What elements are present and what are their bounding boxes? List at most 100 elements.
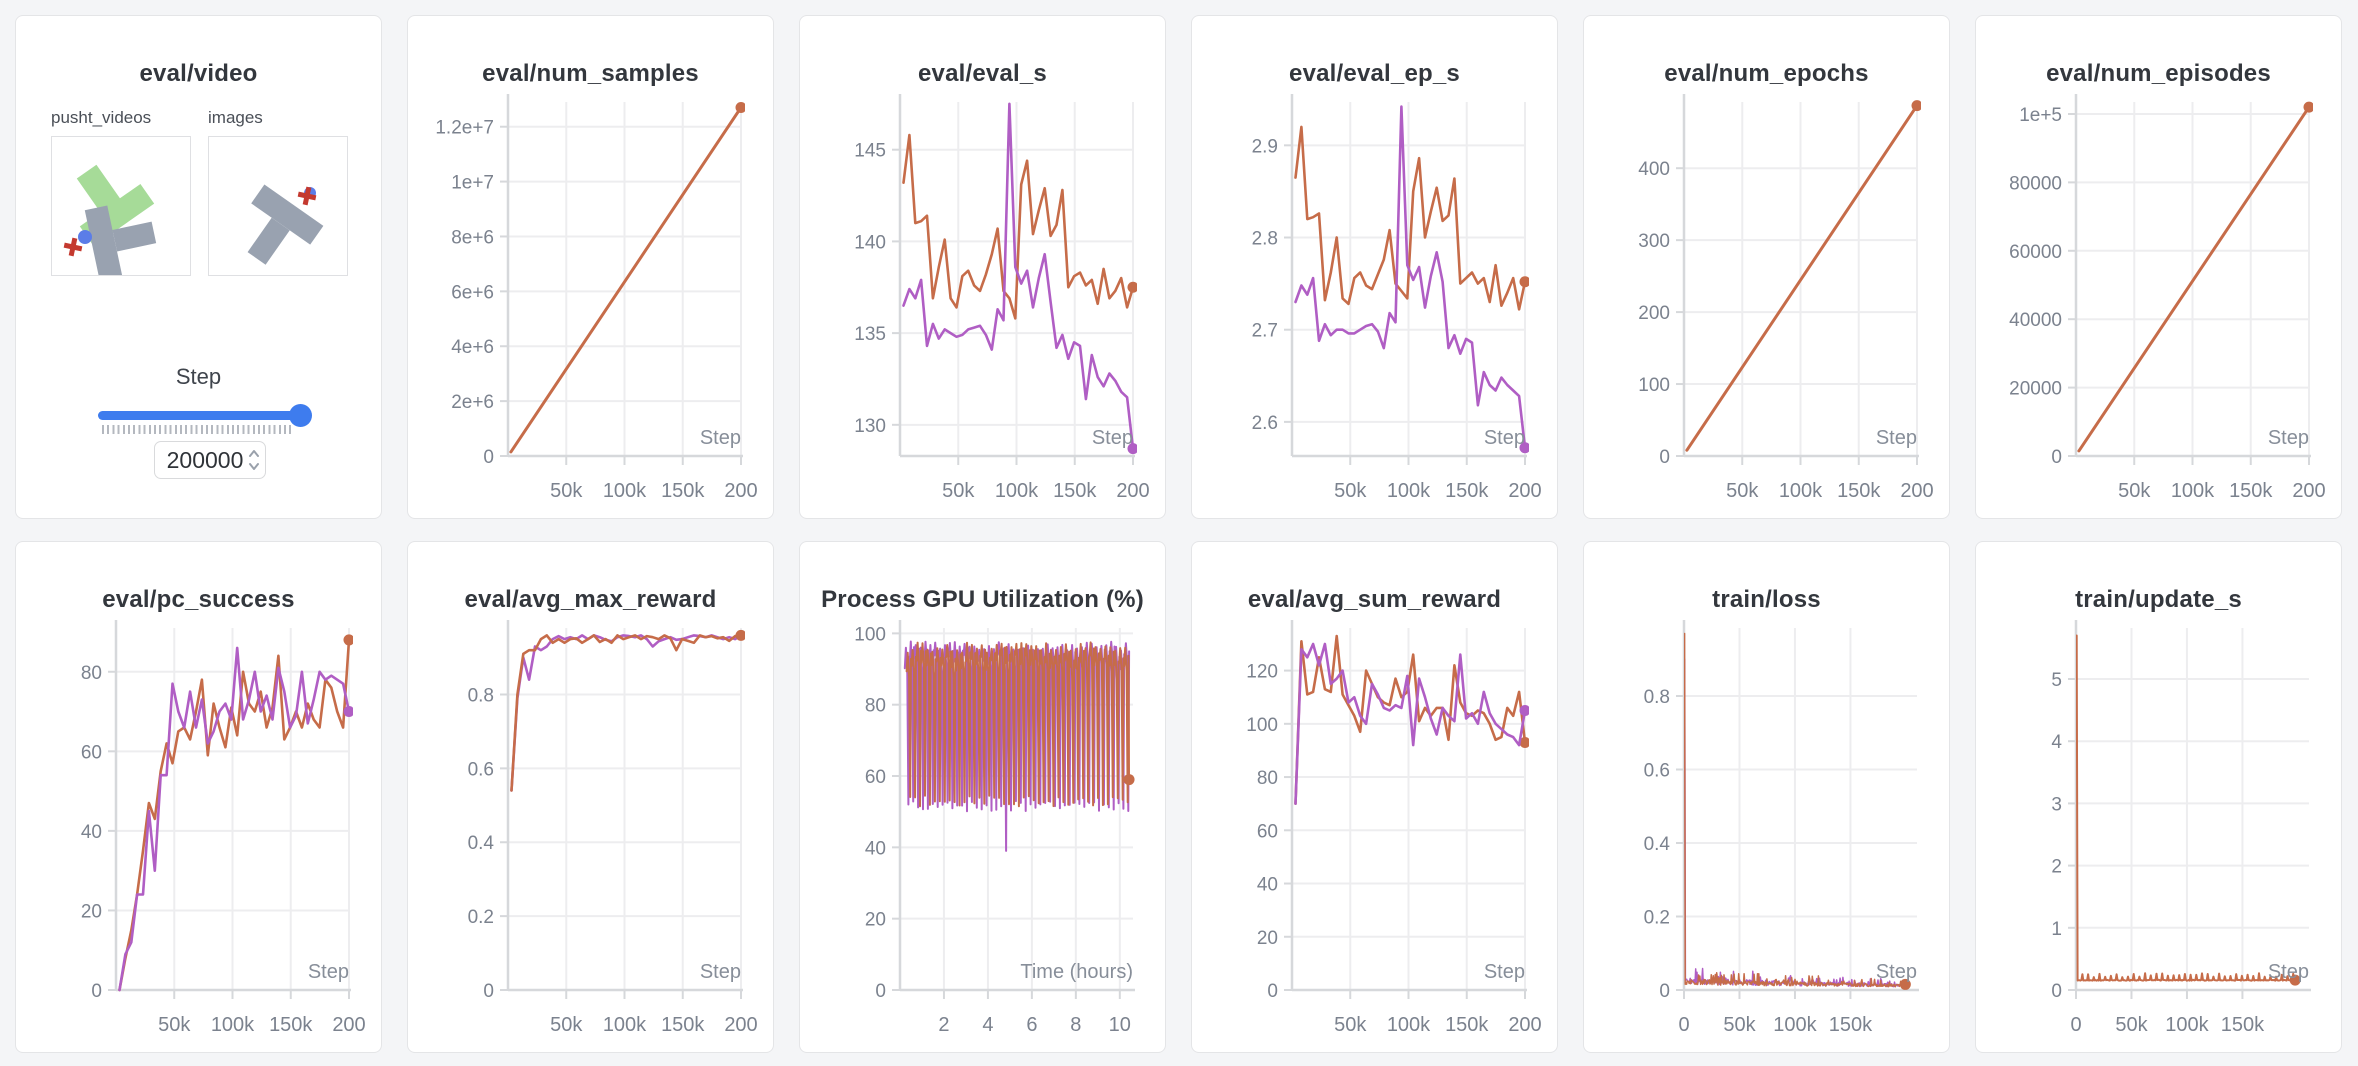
svg-text:200: 200 <box>724 1014 757 1036</box>
svg-text:140: 140 <box>854 232 886 253</box>
images-thumbnail[interactable] <box>208 136 348 276</box>
step-slider-track[interactable] <box>98 411 304 420</box>
chart-title: train/loss <box>1712 586 1821 613</box>
svg-text:20: 20 <box>1257 928 1278 949</box>
svg-text:8e+6: 8e+6 <box>451 227 494 248</box>
svg-text:Step: Step <box>1484 961 1525 983</box>
chart-title: eval/pc_success <box>102 586 295 613</box>
panel-eval-avg-max-reward: eval/avg_max_reward 0 0.2 0.4 0.6 0.8 50k 100k… <box>407 541 774 1053</box>
stepper-arrows-icon[interactable] <box>247 446 261 474</box>
svg-text:2: 2 <box>2051 857 2062 878</box>
step-slider[interactable] <box>98 404 312 443</box>
svg-text:40: 40 <box>81 822 102 843</box>
chart-title: Process GPU Utilization (%) <box>821 586 1144 613</box>
step-slider-ticks <box>102 425 294 434</box>
svg-text:200: 200 <box>724 480 757 502</box>
svg-text:5: 5 <box>2051 670 2062 691</box>
svg-text:0.8: 0.8 <box>1644 687 1670 708</box>
chart-eval-pc-success[interactable]: 0 20 40 60 80 50k 100k 150k 200 Step <box>16 542 381 1052</box>
svg-text:0: 0 <box>483 981 494 1002</box>
svg-text:100k: 100k <box>603 480 647 502</box>
panel-train-update-s: train/update_s 0 1 2 3 4 5 0 50k 100k 150k Step <box>1975 541 2342 1053</box>
svg-text:2: 2 <box>938 1014 949 1036</box>
svg-text:40000: 40000 <box>2009 310 2062 331</box>
svg-text:0: 0 <box>1659 981 1670 1002</box>
svg-text:0: 0 <box>483 447 494 468</box>
panel-eval-eval-s: eval/eval_s 130 135 140 145 50k 100k 150k 200 St… <box>799 15 1166 519</box>
svg-text:200: 200 <box>1508 1014 1541 1036</box>
step-value-input[interactable] <box>163 444 247 476</box>
svg-text:Step: Step <box>700 427 741 449</box>
svg-text:Step: Step <box>1092 427 1133 449</box>
chart-eval-num-epochs[interactable]: 0 100 200 300 400 50k 100k 150k 200 Step <box>1584 16 1949 518</box>
svg-text:6: 6 <box>1026 1014 1037 1036</box>
chart-gpu-utilization[interactable]: 0 20 40 60 80 100 2 4 6 8 10 Time (hours) <box>800 542 1165 1052</box>
svg-text:400: 400 <box>1638 159 1670 180</box>
svg-text:0: 0 <box>1659 447 1670 468</box>
svg-text:4: 4 <box>982 1014 993 1036</box>
chart-train-update-s[interactable]: 0 1 2 3 4 5 0 50k 100k 150k Step <box>1976 542 2341 1052</box>
block-t-shape <box>84 205 157 281</box>
chart-eval-avg-max-reward[interactable]: 0 0.2 0.4 0.6 0.8 50k 100k 150k 200 Step <box>408 542 773 1052</box>
chart-eval-eval-s[interactable]: 130 135 140 145 50k 100k 150k 200 Step <box>800 16 1165 518</box>
svg-text:200: 200 <box>332 1014 365 1036</box>
svg-text:1e+7: 1e+7 <box>451 173 494 194</box>
svg-text:10: 10 <box>1109 1014 1131 1036</box>
svg-text:1: 1 <box>2051 919 2062 940</box>
svg-text:20: 20 <box>81 901 102 922</box>
video-panel-title: eval/video <box>139 60 258 87</box>
goal-cross <box>297 186 317 206</box>
svg-text:2.9: 2.9 <box>1252 136 1278 157</box>
svg-text:Step: Step <box>2268 427 2309 449</box>
chart-title: eval/num_samples <box>482 60 699 87</box>
svg-text:0: 0 <box>2051 981 2062 1002</box>
svg-text:4e+6: 4e+6 <box>451 337 494 358</box>
chart-eval-eval-ep-s[interactable]: 2.6 2.7 2.8 2.9 50k 100k 150k 200 Step <box>1192 16 1557 518</box>
panel-gpu-utilization: Process GPU Utilization (%) 0 20 40 60 80 100… <box>799 541 1166 1053</box>
chart-train-loss[interactable]: 0 0.2 0.4 0.6 0.8 0 50k 100k 150k Step <box>1584 542 1949 1052</box>
svg-text:6e+6: 6e+6 <box>451 282 494 303</box>
svg-text:100k: 100k <box>2171 480 2215 502</box>
chart-title: eval/eval_s <box>918 60 1047 87</box>
chart-title: eval/num_episodes <box>2046 60 2271 87</box>
panel-eval-avg-sum-reward: eval/avg_sum_reward 0 20 40 60 80 100 120 50k 10… <box>1191 541 1558 1053</box>
svg-text:100: 100 <box>1246 715 1278 736</box>
svg-text:0.4: 0.4 <box>1644 834 1671 855</box>
chart-eval-num-samples[interactable]: 0 2e+6 4e+6 6e+6 8e+6 1e+7 1.2e+7 50k 100k 150k 20… <box>408 16 773 518</box>
svg-text:50k: 50k <box>1334 1014 1367 1036</box>
chart-eval-num-episodes[interactable]: 0 20000 40000 60000 80000 1e+5 50k 100k 150k 200 S… <box>1976 16 2341 518</box>
chart-eval-avg-sum-reward[interactable]: 0 20 40 60 80 100 120 50k 100k 150k 200 Step <box>1192 542 1557 1052</box>
svg-text:150k: 150k <box>2229 480 2273 502</box>
pusht-videos-label: pusht_videos <box>51 108 152 127</box>
svg-text:50k: 50k <box>158 1014 191 1036</box>
svg-text:Step: Step <box>1876 427 1917 449</box>
svg-text:100k: 100k <box>211 1014 255 1036</box>
svg-text:40: 40 <box>1257 875 1278 896</box>
svg-text:Step: Step <box>700 961 741 983</box>
svg-text:20: 20 <box>865 910 886 931</box>
agent-dot <box>78 230 92 244</box>
svg-text:100k: 100k <box>1387 1014 1431 1036</box>
svg-text:150k: 150k <box>661 1014 705 1036</box>
svg-text:0.2: 0.2 <box>1644 907 1670 928</box>
svg-text:0: 0 <box>875 981 886 1002</box>
svg-text:0: 0 <box>1267 981 1278 1002</box>
pusht-video-thumbnail[interactable] <box>51 136 191 281</box>
svg-text:1e+5: 1e+5 <box>2019 105 2062 126</box>
svg-text:8: 8 <box>1070 1014 1081 1036</box>
svg-text:80000: 80000 <box>2009 173 2062 194</box>
svg-text:2e+6: 2e+6 <box>451 392 494 413</box>
svg-text:130: 130 <box>854 416 886 437</box>
svg-text:200: 200 <box>1638 303 1670 324</box>
svg-text:50k: 50k <box>2118 480 2151 502</box>
svg-text:200: 200 <box>1116 480 1149 502</box>
svg-text:150k: 150k <box>1053 480 1097 502</box>
svg-text:0.4: 0.4 <box>468 833 495 854</box>
chart-title: eval/avg_max_reward <box>464 586 717 613</box>
step-slider-thumb[interactable] <box>289 404 312 427</box>
svg-text:100: 100 <box>854 624 886 645</box>
svg-text:100k: 100k <box>995 480 1039 502</box>
svg-text:200: 200 <box>1900 480 1933 502</box>
svg-text:150k: 150k <box>1445 1014 1489 1036</box>
svg-text:2.7: 2.7 <box>1252 321 1278 342</box>
